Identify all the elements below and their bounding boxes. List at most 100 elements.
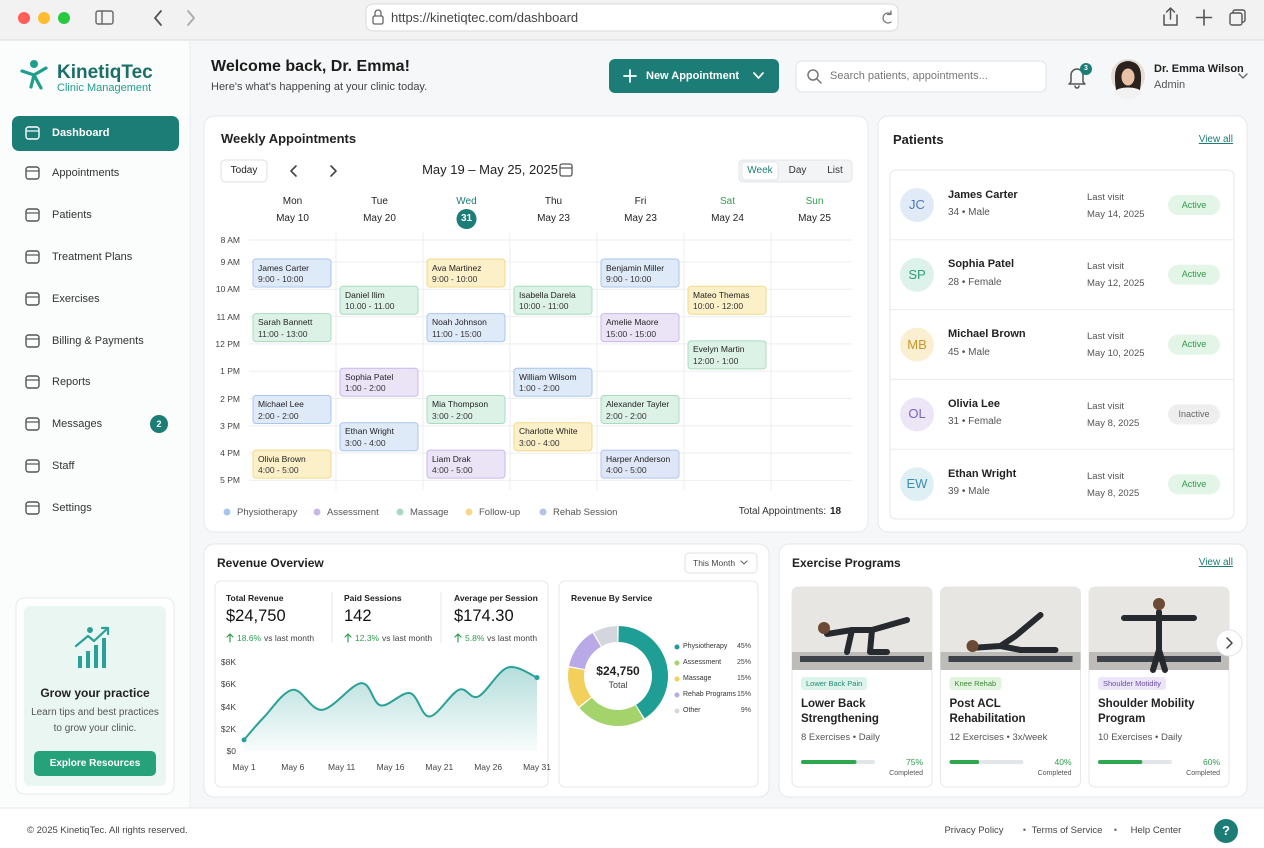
appointment-time[interactable]: 9:00 - 10:00 [606, 274, 652, 284]
appointment-block[interactable] [513, 367, 593, 397]
appointment-name[interactable]: Ethan Wright [345, 426, 394, 437]
appointment-time[interactable]: 4:00 - 5:00 [606, 465, 647, 476]
appointment-block[interactable] [426, 449, 506, 479]
nav-icon [25, 417, 40, 431]
view-option[interactable]: Day [788, 165, 807, 176]
program-tag: Lower Back Pain [806, 678, 863, 688]
nav-item[interactable]: Exercises [52, 292, 100, 305]
new-appointment-button[interactable] [609, 59, 779, 93]
appointment-block[interactable] [426, 395, 506, 424]
appointment-name[interactable]: Benjamin Miller [606, 262, 665, 273]
patients-view-all[interactable]: View all [1198, 134, 1233, 145]
nav-hit[interactable] [12, 491, 179, 526]
appointment-time[interactable]: 3:00 - 4:00 [519, 437, 560, 448]
promo-button-text[interactable]: Explore Resources [49, 758, 141, 769]
help-text[interactable]: ? [1222, 823, 1230, 838]
appointment-block[interactable] [687, 340, 767, 370]
appointment-block[interactable] [426, 313, 506, 343]
nav-item[interactable]: Staff [52, 459, 75, 472]
today-button[interactable] [220, 159, 268, 183]
nav-item[interactable]: Treatment Plans [52, 250, 133, 263]
appointment-block[interactable] [513, 285, 593, 315]
appointment-name[interactable]: Mia Thompson [432, 399, 489, 409]
appointment-name[interactable]: Charlotte White [519, 426, 578, 437]
appointment-block[interactable] [252, 313, 332, 343]
appointment-block[interactable] [600, 258, 680, 288]
appointment-block[interactable] [252, 449, 332, 479]
appointment-name[interactable]: Sarah Bannett [258, 317, 313, 328]
appointment-block[interactable] [339, 285, 419, 315]
appointment-block[interactable] [513, 422, 593, 452]
appointment-time[interactable]: 10.00 - 11.00 [345, 301, 395, 312]
carousel-next[interactable] [1215, 629, 1243, 657]
nav-item[interactable]: Reports [52, 375, 91, 388]
period-dropdown[interactable] [684, 552, 758, 574]
promo-button[interactable] [34, 751, 156, 776]
appointment-name[interactable]: Mateo Themas [693, 289, 750, 300]
appointment-time[interactable]: 4:00 - 5:00 [258, 465, 299, 476]
appointment-name[interactable]: Daniel Ilim [345, 289, 385, 300]
appointment-time[interactable]: 1:00 - 2:00 [519, 383, 560, 394]
appointment-name[interactable]: Sophia Patel [345, 371, 394, 382]
appointment-block[interactable] [600, 395, 680, 424]
appointment-time[interactable]: 3:00 - 2:00 [432, 410, 473, 421]
appointment-time[interactable]: 10:00 - 12:00 [693, 301, 744, 312]
appointment-time[interactable]: 12:00 - 1:00 [693, 355, 739, 366]
appointment-name[interactable]: William Wilsom [519, 371, 577, 382]
appointment-time[interactable]: 1:00 - 2:00 [345, 383, 386, 394]
new-appointment-text[interactable]: New Appointment [646, 69, 740, 82]
footer-link[interactable]: Privacy Policy [944, 824, 1004, 836]
footer-separator: • [1113, 824, 1118, 835]
appointment-time[interactable]: 9:00 - 10:00 [432, 274, 478, 284]
appointment-name[interactable]: Isabella Darela [519, 289, 576, 300]
appointment-time[interactable]: 15:00 - 15:00 [606, 328, 657, 339]
nav-item[interactable]: Appointments [52, 166, 120, 179]
appointment-time[interactable]: 11:00 - 15:00 [432, 328, 482, 339]
appointment-time[interactable]: 10:00 - 11:00 [519, 301, 569, 312]
view-option[interactable]: Week [747, 165, 773, 176]
patient-status: Active [1181, 339, 1207, 350]
appointment-block[interactable] [687, 285, 767, 315]
appointment-block[interactable] [252, 395, 332, 424]
appointment-block[interactable] [252, 258, 332, 288]
appointment-block[interactable] [339, 422, 419, 452]
appointment-name[interactable]: Evelyn Martin [693, 344, 745, 355]
footer-link[interactable]: Help Center [1130, 824, 1182, 836]
exercise-view-all[interactable]: View all [1198, 557, 1233, 568]
appointment-name[interactable]: Amelie Maore [606, 317, 659, 328]
appointment-block[interactable] [339, 367, 419, 397]
appointment-time[interactable]: 11:00 - 13:00 [258, 328, 308, 339]
nav-item[interactable]: Messages [52, 417, 103, 430]
view-option[interactable]: List [827, 165, 843, 176]
nav-item[interactable]: Dashboard [52, 126, 110, 139]
appointment-name[interactable]: James Carter [258, 262, 310, 273]
appointment-name[interactable]: Harper Anderson [606, 453, 671, 464]
appointment-name[interactable]: Liam Drak [432, 453, 471, 464]
appointment-block[interactable] [600, 449, 680, 479]
appointment-time[interactable]: 4:00 - 5:00 [432, 465, 473, 476]
appointment-name[interactable]: Olivia Brown [258, 453, 306, 464]
nav-item[interactable]: Settings [52, 501, 92, 514]
appointment-time[interactable]: 9:00 - 10:00 [258, 274, 304, 284]
url-bar[interactable] [365, 3, 899, 32]
donut-legend-label: Other [683, 707, 701, 714]
today-text[interactable]: Today [230, 165, 258, 176]
appointment-block[interactable] [426, 258, 506, 288]
footer-link[interactable]: Terms of Service [1031, 824, 1103, 836]
help-button[interactable] [1214, 819, 1238, 843]
appointment-name[interactable]: Alexander Tayler [606, 399, 670, 409]
appointment-name[interactable]: Ava Martinez [432, 262, 482, 273]
appointment-block[interactable] [600, 313, 680, 343]
period-text[interactable]: This Month [693, 558, 736, 568]
appointment-name[interactable]: Noah Johnson [432, 317, 487, 328]
promo-icon-bar [94, 645, 98, 668]
hour-label: 5 PM [220, 475, 240, 486]
appointment-time[interactable]: 2:00 - 2:00 [606, 410, 647, 421]
appointment-time[interactable]: 3:00 - 4:00 [345, 437, 386, 448]
appointment-name[interactable]: Michael Lee [258, 399, 304, 409]
nav-item[interactable]: Patients [52, 208, 92, 221]
appointment-time[interactable]: 2:00 - 2:00 [258, 410, 299, 421]
nav-item[interactable]: Billing & Payments [52, 334, 144, 347]
date-range: May 19 – May 25, 2025 [422, 162, 558, 177]
search-box[interactable] [795, 60, 1047, 93]
